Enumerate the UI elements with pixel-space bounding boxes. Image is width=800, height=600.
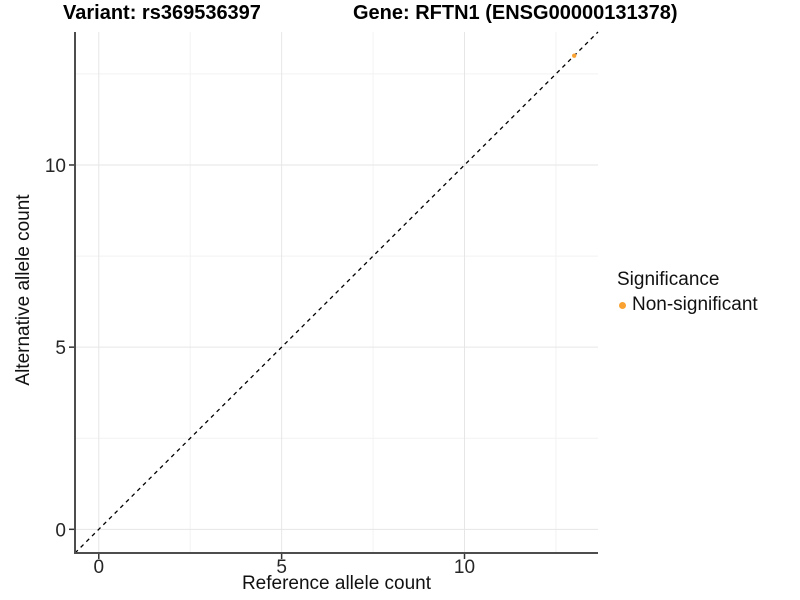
x-tick-label: 0 — [93, 557, 104, 578]
y-tick-label: 5 — [55, 338, 66, 359]
legend-item-label: Non-significant — [632, 294, 758, 315]
legend-item-non-significant: Non-significant — [617, 294, 758, 316]
plot-title-gene: Gene: RFTN1 (ENSG00000131378) — [353, 2, 678, 24]
x-axis-title: Reference allele count — [241, 573, 432, 594]
y-tick-label: 0 — [55, 520, 66, 541]
x-tick-label: 10 — [454, 557, 475, 578]
legend: Significance Non-significant — [617, 269, 758, 316]
legend-point-icon — [619, 301, 626, 309]
y-axis-title: Alternative allele count — [13, 194, 34, 386]
x-tick-label: 5 — [276, 557, 287, 578]
y-tick-label: 10 — [45, 156, 66, 177]
data-point[interactable] — [572, 53, 577, 58]
identity-reference-line — [74, 31, 599, 554]
legend-title: Significance — [617, 269, 720, 290]
plot-title-variant: Variant: rs369536397 — [63, 2, 261, 24]
